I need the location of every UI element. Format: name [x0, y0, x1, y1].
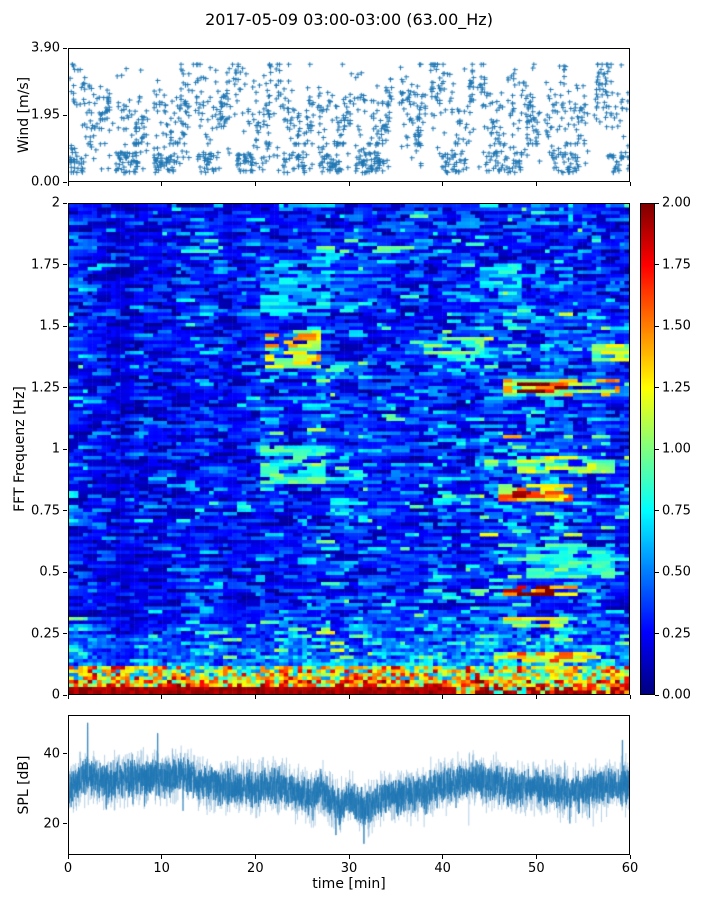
x-tick-mark: [535, 695, 537, 699]
colorbar-tick-label: 0.00: [662, 687, 691, 703]
colorbar-tick-mark: [655, 264, 659, 265]
fft-y-tick-mark: [63, 694, 67, 696]
fft-y-tick-mark: [63, 571, 67, 573]
colorbar-tick-mark: [655, 510, 659, 511]
colorbar-tick-label: 1.00: [662, 441, 691, 457]
fft-y-tick-label: 0.5: [39, 564, 60, 580]
wind-y-tick-label: 3.90: [31, 40, 60, 56]
colorbar-tick-mark: [655, 202, 659, 204]
wind-y-tick-mark: [63, 47, 67, 49]
colorbar-tick-mark: [655, 571, 659, 573]
colorbar-tick-label: 0.25: [662, 626, 691, 641]
x-tick-mark: [442, 182, 444, 186]
x-tick-mark: [629, 855, 631, 859]
x-tick-mark: [535, 182, 537, 186]
spl-y-axis-label: SPL [dB]: [16, 755, 32, 815]
colorbar-tick-mark: [655, 448, 659, 450]
colorbar: [640, 203, 655, 695]
fft-y-tick-label: 1.75: [31, 257, 60, 272]
fft-y-tick-mark: [63, 510, 67, 511]
colorbar-tick-label: 0.75: [662, 503, 691, 518]
spectrogram-panel: [68, 203, 630, 695]
colorbar-tick-mark: [655, 387, 659, 388]
wind-scatter-plot: [69, 49, 629, 181]
x-tick-mark: [161, 695, 163, 699]
fft-y-tick-label: 0.75: [31, 503, 60, 518]
x-tick-label: 10: [153, 861, 170, 876]
wind-y-tick-label: 1.95: [31, 107, 60, 123]
colorbar-tick-label: 0.50: [662, 564, 691, 580]
fft-y-tick-mark: [63, 264, 67, 265]
spl-line-plot: [69, 716, 629, 854]
x-tick-label: 30: [340, 861, 358, 876]
x-tick-label: 50: [528, 861, 545, 876]
colorbar-tick-label: 1.75: [662, 257, 691, 272]
fft-y-tick-label: 0.25: [31, 626, 60, 641]
x-tick-mark: [442, 695, 444, 699]
figure-title: 2017-05-09 03:00-03:00 (63.00_Hz): [205, 10, 493, 29]
colorbar-tick-mark: [655, 633, 659, 634]
x-tick-label: 0: [63, 861, 73, 876]
x-tick-label: 20: [247, 861, 264, 876]
wind-scatter-panel: [68, 48, 630, 182]
x-tick-mark: [254, 695, 256, 699]
x-tick-mark: [348, 695, 350, 699]
x-tick-mark: [254, 855, 256, 859]
x-tick-label: 40: [434, 861, 451, 876]
colorbar-tick-label: 1.50: [662, 318, 691, 334]
x-tick-mark: [67, 182, 69, 186]
x-tick-mark: [348, 182, 350, 186]
colorbar-tick-label: 2.00: [662, 195, 691, 211]
fft-y-tick-label: 2: [51, 195, 60, 211]
fft-y-tick-mark: [63, 633, 67, 634]
colorbar-tick-mark: [655, 694, 659, 696]
colorbar-gradient: [641, 204, 654, 694]
x-tick-mark: [629, 182, 631, 186]
fft-y-tick-label: 1.5: [39, 318, 60, 334]
spectrogram-heatmap: [69, 204, 629, 694]
wind-y-tick-label: 0.00: [31, 174, 60, 190]
x-tick-mark: [442, 855, 444, 859]
x-tick-mark: [67, 695, 69, 699]
spl-y-tick-mark: [63, 753, 67, 754]
x-tick-label: 60: [621, 861, 639, 876]
fft-y-tick-label: 0: [51, 687, 60, 703]
fft-y-tick-mark: [63, 202, 67, 204]
fft-y-tick-mark: [63, 387, 67, 388]
x-tick-mark: [348, 855, 350, 859]
wind-y-tick-mark: [63, 114, 67, 116]
x-tick-mark: [161, 855, 163, 859]
colorbar-tick-label: 1.25: [662, 380, 691, 395]
wind-y-tick-mark: [63, 181, 67, 183]
fft-y-tick-label: 1: [51, 441, 60, 457]
spl-y-tick-label: 20: [43, 816, 60, 831]
spl-y-tick-label: 40: [43, 746, 60, 761]
colorbar-tick-mark: [655, 325, 659, 327]
x-axis-label: time [min]: [312, 876, 386, 892]
x-tick-mark: [67, 855, 69, 859]
fft-y-tick-label: 1.25: [31, 380, 60, 395]
x-tick-mark: [629, 695, 631, 699]
x-tick-mark: [161, 182, 163, 186]
fft-y-tick-mark: [63, 325, 67, 327]
spl-line-panel: [68, 715, 630, 855]
spl-y-tick-mark: [63, 823, 67, 824]
x-tick-mark: [535, 855, 537, 859]
fft-y-tick-mark: [63, 448, 67, 450]
x-tick-mark: [254, 182, 256, 186]
